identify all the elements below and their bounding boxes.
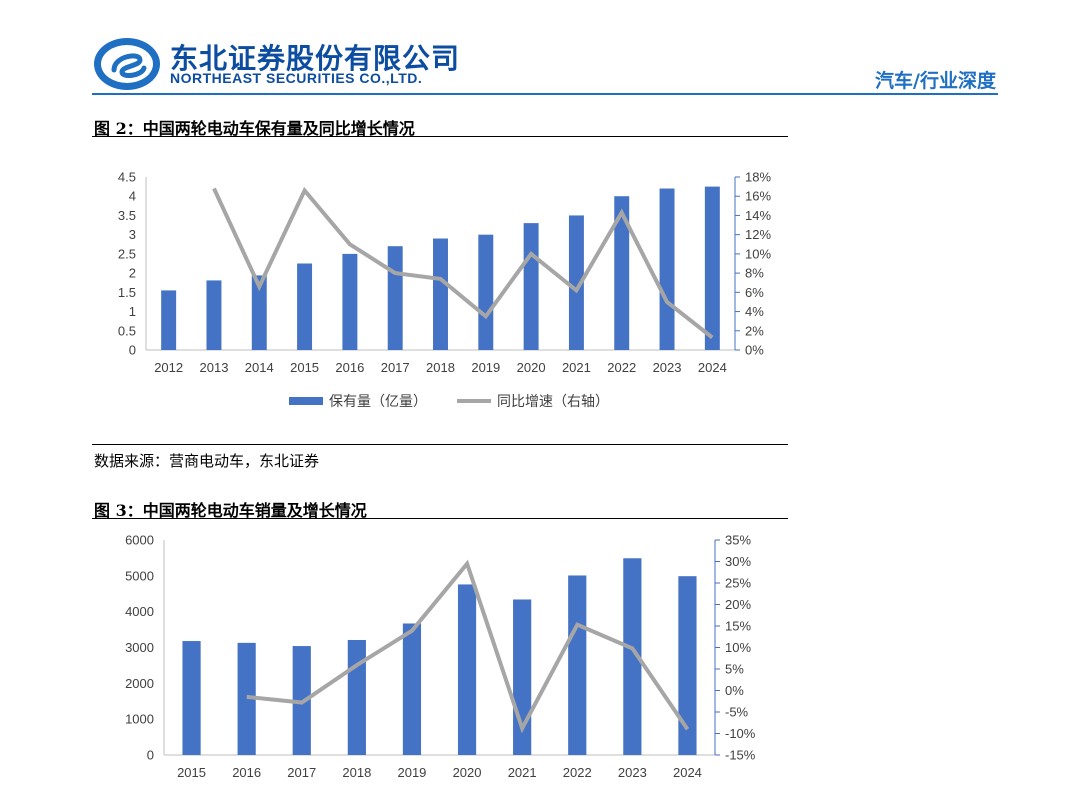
bar xyxy=(161,290,177,350)
growth-line xyxy=(212,186,714,340)
right-tick-label: 14% xyxy=(745,208,771,223)
bar xyxy=(402,623,422,755)
x-tick-label: 2021 xyxy=(508,765,537,780)
x-tick-label: 2019 xyxy=(397,765,426,780)
x-tick-label: 2017 xyxy=(381,360,410,375)
bar xyxy=(457,584,477,755)
left-tick-label: 3.5 xyxy=(118,208,136,223)
figure-2-bottom-rule xyxy=(92,444,788,445)
x-tick-label: 2018 xyxy=(426,360,455,375)
bar xyxy=(347,639,366,755)
right-tick-label: 25% xyxy=(725,576,751,591)
x-tick-label: 2019 xyxy=(471,360,500,375)
left-tick-label: 1.5 xyxy=(118,285,136,300)
bar xyxy=(387,246,403,350)
left-tick-label: 6000 xyxy=(125,533,154,548)
right-tick-label: 20% xyxy=(725,597,751,612)
company-name-en: NORTHEAST SECURITIES CO.,LTD. xyxy=(170,70,423,86)
right-tick-label: -10% xyxy=(725,726,756,741)
header-divider xyxy=(92,93,998,95)
bar xyxy=(523,223,539,350)
left-tick-label: 5000 xyxy=(125,568,154,583)
company-logo xyxy=(94,38,160,90)
x-tick-label: 2017 xyxy=(287,765,316,780)
bar xyxy=(297,263,313,350)
bar xyxy=(182,641,201,755)
x-tick-label: 2022 xyxy=(563,765,592,780)
left-tick-label: 4 xyxy=(129,189,136,204)
legend-line-label: 同比增速（右轴） xyxy=(497,393,609,409)
left-tick-label: 4.5 xyxy=(118,170,136,185)
right-tick-label: -15% xyxy=(725,748,756,763)
figure-3-top-rule xyxy=(92,518,788,519)
figure-2-caption: 图 2：中国两轮电动车保有量及同比增长情况 xyxy=(94,119,415,138)
left-tick-label: 0 xyxy=(129,343,136,358)
left-tick-label: 2 xyxy=(129,266,136,281)
bar xyxy=(568,575,587,755)
right-tick-label: 0% xyxy=(725,683,744,698)
x-tick-label: 2015 xyxy=(177,765,206,780)
figure-2-chart: 0 0.5 1 1.5 2 2.5 3 3.5 4 4.5 2012 2013 2014 2015 2016… xyxy=(118,170,772,410)
x-tick-label: 2024 xyxy=(673,765,702,780)
x-tick-label: 2020 xyxy=(517,360,546,375)
legend-bar-label: 保有量（亿量） xyxy=(329,393,427,409)
right-tick-label: 15% xyxy=(725,619,751,634)
bar xyxy=(433,238,448,350)
bar xyxy=(614,196,630,350)
x-tick-label: 2023 xyxy=(618,765,647,780)
x-tick-label: 2022 xyxy=(607,360,636,375)
x-tick-label: 2021 xyxy=(562,360,591,375)
right-tick-label: 18% xyxy=(745,170,771,185)
bar xyxy=(478,234,494,350)
x-tick-label: 2023 xyxy=(653,360,682,375)
right-tick-label: 0% xyxy=(745,343,764,358)
left-tick-label: 1 xyxy=(129,304,136,319)
right-tick-label: 10% xyxy=(745,246,771,261)
company-name-cn: 东北证券股份有限公司 xyxy=(170,42,461,75)
right-tick-label: 2% xyxy=(745,323,764,338)
right-tick-label: 16% xyxy=(745,189,771,204)
right-tick-label: 4% xyxy=(745,304,764,319)
left-tick-label: 0 xyxy=(147,748,154,763)
x-tick-label: 2013 xyxy=(200,360,229,375)
bar xyxy=(206,280,222,350)
x-tick-label: 2018 xyxy=(342,765,371,780)
left-tick-label: 4000 xyxy=(125,604,154,619)
bar xyxy=(342,253,358,350)
figure-3-chart: 0 1000 2000 3000 4000 5000 6000 2015 2016 2017 201… xyxy=(125,533,756,781)
right-tick-label: 35% xyxy=(725,533,751,548)
bar xyxy=(659,188,675,350)
right-tick-label: 10% xyxy=(725,640,751,655)
right-tick-label: 5% xyxy=(725,662,744,677)
figure-3-caption: 图 3：中国两轮电动车销量及增长情况 xyxy=(94,501,367,520)
legend-bar-swatch xyxy=(289,397,323,405)
right-tick-label: -5% xyxy=(725,705,749,720)
bar xyxy=(568,215,584,350)
x-tick-label: 2024 xyxy=(698,360,727,375)
report-category: 汽车/行业深度 xyxy=(875,70,996,92)
figure-2-top-rule xyxy=(92,136,788,137)
bar xyxy=(678,576,697,755)
bar xyxy=(623,558,642,755)
right-tick-label: 30% xyxy=(725,554,751,569)
figure-2-source: 数据来源：营商电动车，东北证券 xyxy=(94,452,320,470)
bar xyxy=(251,275,267,350)
right-tick-label: 8% xyxy=(745,266,764,281)
left-tick-label: 1000 xyxy=(125,712,154,727)
left-tick-label: 2.5 xyxy=(118,246,136,261)
left-tick-label: 3 xyxy=(129,227,136,242)
x-tick-label: 2014 xyxy=(245,360,274,375)
bar xyxy=(704,186,720,350)
x-tick-label: 2016 xyxy=(335,360,364,375)
x-tick-label: 2020 xyxy=(453,765,482,780)
x-tick-label: 2015 xyxy=(290,360,319,375)
right-tick-label: 6% xyxy=(745,285,764,300)
right-tick-label: 12% xyxy=(745,227,771,242)
x-tick-label: 2012 xyxy=(154,360,183,375)
bar xyxy=(237,642,256,755)
left-tick-label: 0.5 xyxy=(118,323,136,338)
left-tick-label: 2000 xyxy=(125,676,154,691)
x-tick-label: 2016 xyxy=(232,765,261,780)
left-tick-label: 3000 xyxy=(125,640,154,655)
